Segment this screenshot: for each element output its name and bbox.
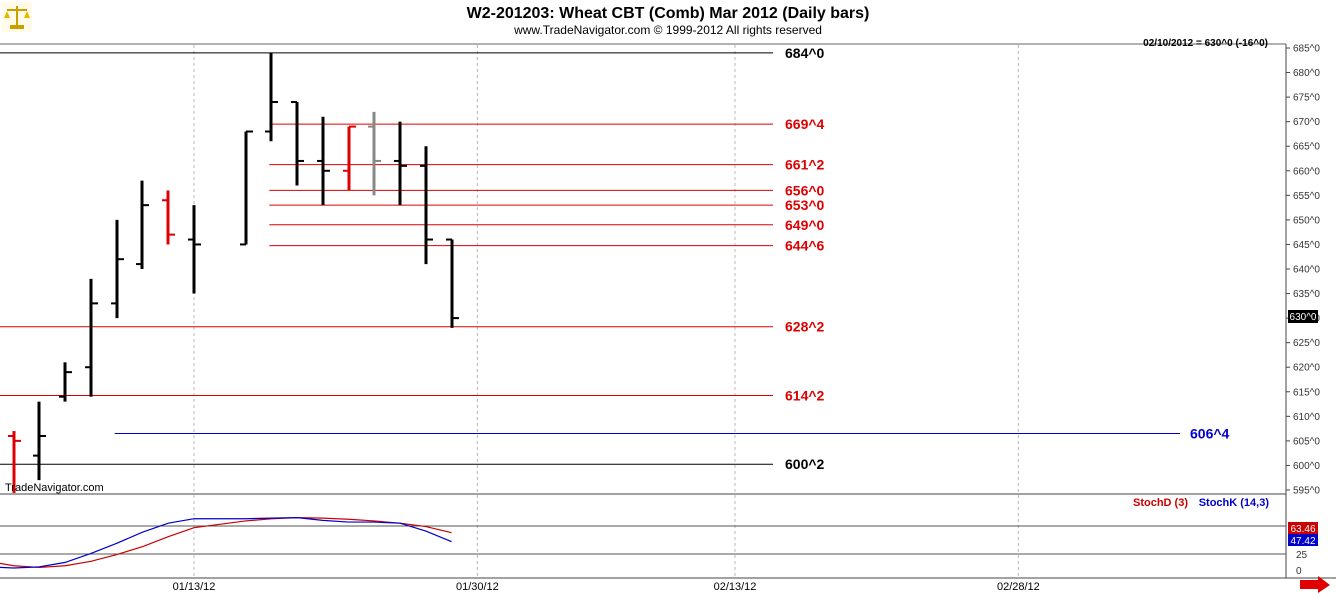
last-price-tag [1288,310,1318,323]
watermark: TradeNavigator.com [5,482,104,494]
price-bar [420,146,433,265]
level-label: 644^6 [785,238,825,254]
stoch-k-legend: StochK (14,3) [1199,497,1270,509]
x-tick-label: 02/28/12 [997,581,1040,593]
level-label: 684^0 [785,45,825,61]
y-tick-label: 645^0 [1293,240,1320,251]
last-price-label: 630^0 [1290,312,1317,323]
level-label: 614^2 [785,387,825,403]
stoch-d-legend: StochD (3) [1133,497,1188,509]
y-tick-label: 600^0 [1293,461,1320,472]
stoch-k-last-tag [1288,534,1318,546]
price-bar [136,180,149,269]
price-bars [8,52,459,493]
price-bar [368,111,381,196]
price-bar [394,121,407,206]
x-tick-label: 02/13/12 [714,581,757,593]
vertical-gridlines [193,45,1019,577]
stochastic-panel: 02575 [0,516,1308,577]
price-bar [188,205,201,294]
stoch-tick-label: 25 [1296,550,1308,561]
scales-icon [2,2,32,32]
y-tick-label: 615^0 [1293,387,1320,398]
stoch-k-line [0,516,452,569]
price-bar [59,362,72,402]
chart-subtitle: www.TradeNavigator.com © 1999-2012 All r… [513,23,822,37]
y-tick-label: 685^0 [1293,44,1320,55]
level-label: 656^0 [785,182,825,198]
x-tick-label: 01/13/12 [173,581,216,593]
arrow-right-icon[interactable] [1300,576,1330,593]
price-bar [85,278,98,397]
price-bar [446,238,459,328]
y-tick-label: 635^0 [1293,289,1320,300]
date-axis: 01/13/12 01/30/12 02/13/12 02/28/12 [173,581,1040,593]
level-label: 661^2 [785,157,825,173]
y-tick-label: 655^0 [1293,191,1320,202]
y-tick-label: 605^0 [1293,436,1320,447]
level-label: 600^2 [785,456,825,472]
price-bar [265,52,278,142]
level-label: 653^0 [785,197,825,213]
price-bar [317,116,330,206]
price-bar [33,401,46,481]
y-tick-label: 670^0 [1293,117,1320,128]
price-bar [291,101,304,186]
y-tick-label: 650^0 [1293,215,1320,226]
stoch-k-last-label: 47.42 [1290,536,1315,547]
y-tick-label: 610^0 [1293,412,1320,423]
price-bar [8,431,21,493]
stoch-d-line [0,516,452,569]
level-label: 649^0 [785,217,825,233]
price-axis: 595^0 600^0 605^0 610^0 615^0 620^0 625^0 630^0… [1286,44,1320,497]
y-tick-label: 665^0 [1293,142,1320,153]
stoch-tick-label: 0 [1296,566,1302,577]
price-bar [240,130,253,246]
price-bar [111,219,124,319]
stoch-d-last-label: 63.46 [1290,524,1315,535]
y-tick-label: 675^0 [1293,93,1320,104]
y-tick-label: 680^0 [1293,68,1320,79]
price-bar [162,190,175,245]
x-tick-label: 01/30/12 [456,581,499,593]
last-bar-info: 02/10/2012 = 630^0 (-16^0) [1143,38,1268,49]
y-tick-label: 595^0 [1293,486,1320,497]
chart-title: W2-201203: Wheat CBT (Comb) Mar 2012 (Da… [467,5,870,22]
y-tick-label: 625^0 [1293,338,1320,349]
price-bar [343,125,356,191]
stoch-d-last-tag [1288,522,1318,534]
level-label: 606^4 [1190,426,1230,442]
y-tick-label: 660^0 [1293,166,1320,177]
y-tick-label: 620^0 [1293,363,1320,374]
level-label: 669^4 [785,116,825,132]
y-tick-label: 640^0 [1293,265,1320,276]
level-label: 628^2 [785,319,825,335]
